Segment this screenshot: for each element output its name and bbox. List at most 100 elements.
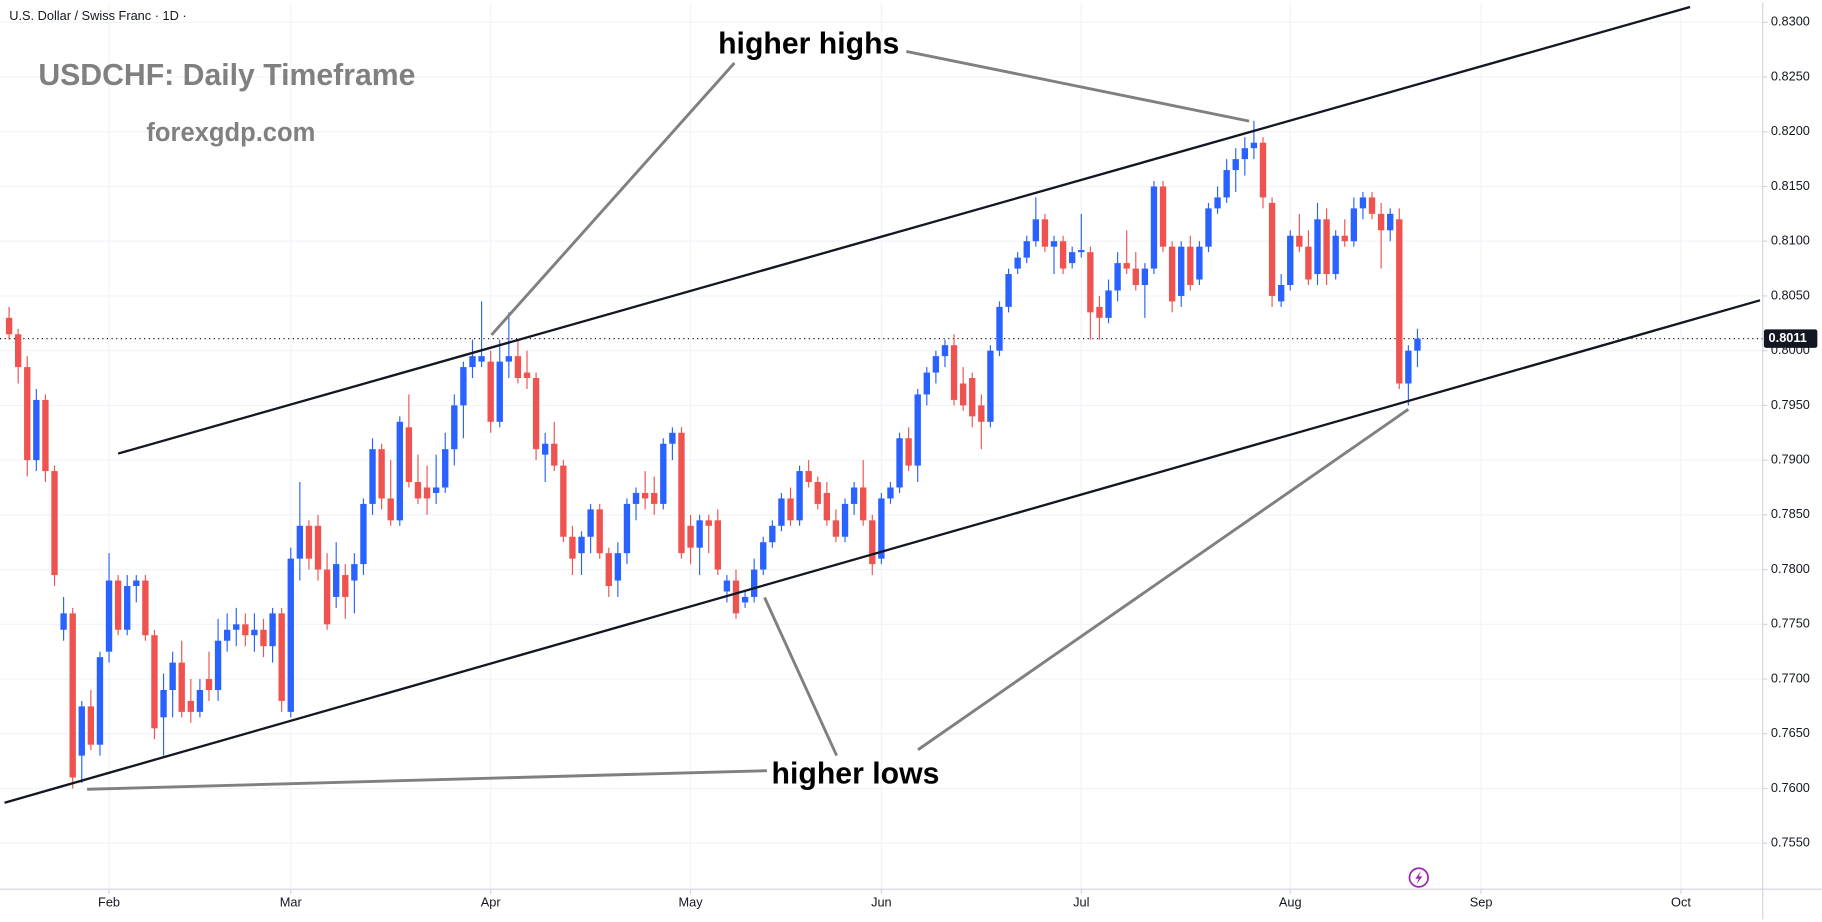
candle-body: [1387, 213, 1394, 231]
chart-title: USDCHF: Daily Timeframe: [38, 59, 415, 92]
candle-body: [769, 525, 776, 543]
candle-body: [996, 306, 1003, 351]
x-tick-label: Apr: [481, 895, 502, 910]
candle-body: [387, 498, 394, 521]
candle-body: [632, 492, 640, 504]
candle-body: [1332, 235, 1339, 275]
candle-body: [1314, 219, 1321, 275]
candle-body: [133, 580, 140, 586]
candle-body: [187, 700, 194, 712]
candle-body: [950, 345, 958, 400]
candle-body: [296, 525, 304, 559]
candle-body: [651, 492, 658, 504]
pointer-line: [763, 596, 838, 757]
pointer-line: [906, 49, 1250, 123]
chart-subtitle: forexgdp.com: [146, 119, 315, 147]
candle-body: [124, 585, 131, 630]
grid-layer: [0, 2, 1763, 890]
candle-body: [823, 492, 831, 521]
y-tick-label: 0.7750: [1771, 616, 1810, 631]
y-tick-label: 0.8250: [1771, 68, 1810, 83]
candle-body: [778, 498, 785, 526]
candle-body: [278, 613, 285, 701]
candle-body: [1277, 284, 1285, 302]
y-tick-label: 0.8050: [1771, 287, 1810, 302]
candle-body: [205, 679, 213, 690]
candle-body: [1087, 252, 1094, 313]
candle-body: [469, 356, 476, 368]
symbol-header: U.S. Dollar / Swiss Franc · 1D ·: [9, 8, 186, 23]
trendlines-layer: [4, 5, 1761, 804]
candle-body: [378, 449, 385, 499]
candle-body: [1196, 246, 1203, 280]
candle-body: [1405, 350, 1412, 384]
candle-body: [369, 449, 376, 504]
candle-body: [1059, 241, 1067, 269]
candle-body: [732, 580, 740, 614]
candle-body: [233, 624, 240, 630]
last-price-label: 0.8011: [1769, 330, 1807, 345]
candle-body: [1368, 197, 1376, 214]
y-tick-label: 0.7800: [1771, 561, 1810, 576]
candle-body: [1114, 263, 1121, 291]
candle-body: [305, 525, 313, 559]
candle-body: [596, 509, 603, 554]
candle-body: [1187, 246, 1194, 285]
candle-body: [1396, 219, 1403, 384]
y-tick-label: 0.8100: [1771, 233, 1810, 248]
candle-body: [114, 580, 122, 630]
candle-body: [560, 465, 567, 537]
x-tick-label: Feb: [98, 895, 120, 910]
candle-body: [96, 657, 104, 745]
candle-body: [541, 443, 549, 455]
candle-body: [287, 558, 294, 712]
candle-body: [487, 361, 494, 422]
candle-body: [142, 580, 149, 636]
x-tick-label: Aug: [1279, 895, 1302, 910]
candle-body: [987, 350, 994, 422]
candle-body: [923, 372, 930, 395]
candle-body: [478, 356, 485, 362]
candle-body: [569, 536, 576, 559]
candle-body: [505, 356, 513, 362]
candle-body: [1078, 249, 1085, 253]
candle-body: [887, 487, 894, 499]
candle-body: [805, 471, 812, 483]
candle-body: [1014, 257, 1021, 269]
candle-body: [169, 662, 176, 690]
candle-body: [351, 564, 358, 581]
candle-body: [1232, 159, 1239, 171]
candle-body: [333, 564, 340, 597]
candle-body: [196, 689, 204, 712]
candle-body: [760, 542, 767, 570]
candle-body: [1259, 142, 1267, 198]
candle-body: [714, 520, 721, 570]
candle-body: [578, 536, 585, 554]
candle-body: [442, 449, 449, 488]
candle-body: [405, 427, 413, 483]
candle-body: [660, 443, 667, 504]
candle-body: [251, 629, 258, 636]
candle-body: [314, 525, 322, 570]
pointer-line: [917, 408, 1410, 751]
candle-body: [24, 367, 31, 461]
x-tick-label: Mar: [280, 895, 303, 910]
candle-body: [814, 482, 821, 504]
candle-body: [1032, 219, 1040, 242]
candle-body: [705, 520, 712, 526]
y-tick-label: 0.7700: [1771, 670, 1810, 685]
candle-body: [151, 635, 158, 729]
candle-body: [1168, 246, 1176, 302]
candle-body: [1241, 148, 1249, 160]
candle-body: [878, 498, 885, 559]
candle-body: [1223, 170, 1230, 198]
last-price-box: [1763, 329, 1818, 348]
x-tick-label: Oct: [1671, 895, 1691, 910]
trendline: [117, 5, 1691, 455]
candle-body: [959, 383, 967, 406]
annotation: higher lows: [772, 757, 940, 790]
candle-body: [51, 471, 58, 576]
candle-body: [641, 492, 649, 499]
candle-body: [323, 569, 331, 625]
